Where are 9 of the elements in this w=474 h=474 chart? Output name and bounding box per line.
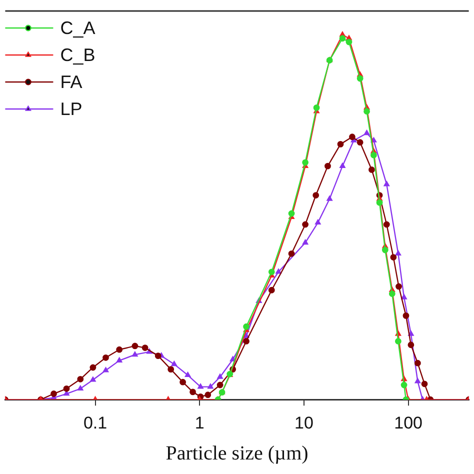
x-tick-label: 100 (394, 413, 422, 432)
legend-label: LP (60, 98, 82, 119)
legend-label: FA (60, 72, 82, 92)
x-tick-label: 1 (194, 413, 204, 432)
x-axis-title: Particle size (µm) (166, 442, 308, 464)
x-tick-label: 10 (294, 413, 314, 432)
legend-label: C_B (60, 44, 96, 65)
legend-label: C_A (60, 18, 96, 38)
x-tick-label: 0.1 (83, 413, 108, 432)
